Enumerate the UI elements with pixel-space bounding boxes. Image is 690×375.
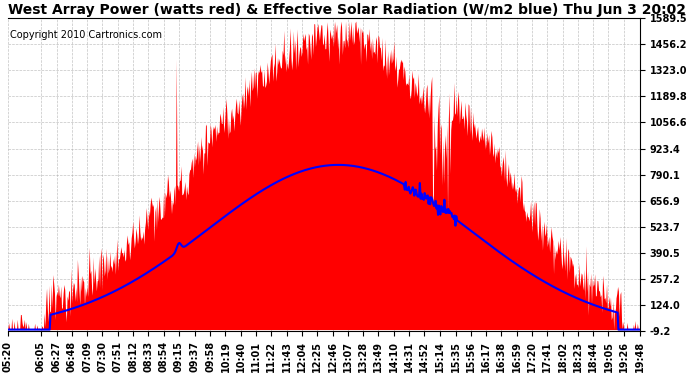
Text: Copyright 2010 Cartronics.com: Copyright 2010 Cartronics.com (10, 30, 162, 40)
Text: West Array Power (watts red) & Effective Solar Radiation (W/m2 blue) Thu Jun 3 2: West Array Power (watts red) & Effective… (8, 3, 686, 17)
